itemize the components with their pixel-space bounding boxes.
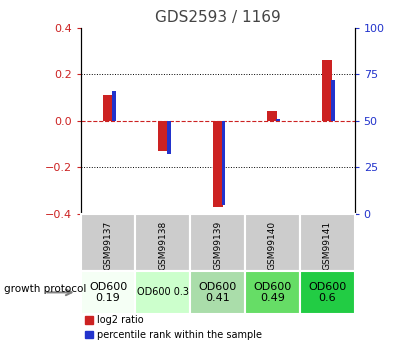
Text: GSM99139: GSM99139 [213,220,222,270]
Bar [103,95,113,121]
Text: OD600
0.41: OD600 0.41 [199,282,237,303]
Bar [331,80,335,121]
Bar [300,214,355,271]
Text: GSM99140: GSM99140 [268,221,277,270]
Text: OD600 0.3: OD600 0.3 [137,287,189,297]
Bar [268,111,277,121]
Bar [300,271,355,314]
Bar [276,119,280,121]
Text: GSM99137: GSM99137 [104,220,112,270]
Text: GSM99138: GSM99138 [158,220,167,270]
Text: OD600
0.49: OD600 0.49 [253,282,291,303]
Bar [81,214,135,271]
Text: growth protocol: growth protocol [4,284,86,294]
Bar [135,271,190,314]
Bar [112,91,116,121]
Bar [135,214,190,271]
Bar [190,214,245,271]
Bar [222,121,225,205]
Bar [322,60,332,121]
Text: OD600
0.6: OD600 0.6 [308,282,346,303]
Legend: log2 ratio, percentile rank within the sample: log2 ratio, percentile rank within the s… [85,315,262,340]
Bar [190,271,245,314]
Bar [245,271,300,314]
Title: GDS2593 / 1169: GDS2593 / 1169 [155,10,280,25]
Bar [167,121,170,154]
Text: GSM99141: GSM99141 [323,221,332,270]
Bar [245,214,300,271]
Bar [81,271,135,314]
Text: OD600
0.19: OD600 0.19 [89,282,127,303]
Bar [158,121,168,151]
Bar [213,121,222,207]
